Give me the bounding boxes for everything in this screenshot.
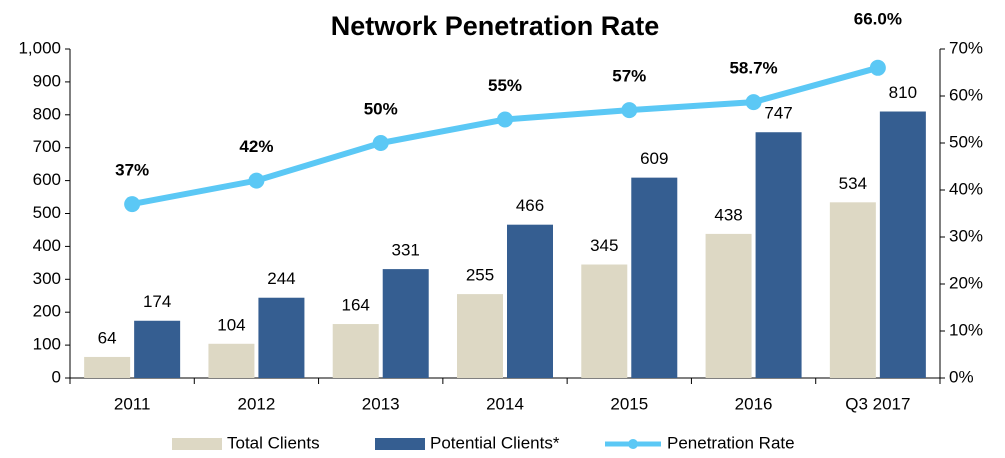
line-label: 42% — [239, 137, 273, 156]
y-tick-label: 900 — [33, 71, 61, 90]
y2-tick-label: 60% — [949, 85, 983, 104]
bar — [258, 297, 305, 378]
y2-tick-label: 20% — [949, 273, 983, 292]
bar — [208, 343, 255, 378]
line-label: 66.0% — [854, 9, 902, 28]
x-tick-label: 2016 — [735, 394, 773, 413]
bar-label: 164 — [342, 296, 370, 315]
y-tick-label: 0 — [52, 367, 61, 386]
x-tick-label: Q3 2017 — [845, 394, 910, 413]
legend-swatch — [628, 439, 638, 449]
legend-label: Potential Clients* — [430, 433, 560, 452]
bar — [879, 111, 926, 378]
bar — [134, 320, 181, 378]
bar-label: 609 — [640, 149, 668, 168]
bar-label: 64 — [98, 328, 117, 347]
bar — [581, 264, 628, 378]
y2-tick-label: 40% — [949, 179, 983, 198]
x-tick-label: 2011 — [114, 394, 151, 413]
bar — [84, 356, 131, 378]
legend-swatch — [375, 438, 425, 450]
x-tick-label: 2012 — [238, 394, 276, 413]
bar — [631, 177, 678, 378]
bar — [382, 269, 429, 378]
line-label: 37% — [115, 161, 149, 180]
line-label: 50% — [364, 99, 398, 118]
bar — [332, 324, 379, 378]
y2-tick-label: 10% — [949, 320, 983, 339]
legend-swatch — [172, 438, 222, 450]
bar-label: 466 — [516, 196, 544, 215]
bar-label: 174 — [143, 292, 171, 311]
bar-label: 331 — [392, 241, 420, 260]
line-label: 57% — [612, 67, 646, 86]
bar — [507, 224, 553, 378]
bar-label: 255 — [466, 266, 494, 285]
y-tick-label: 1,000 — [18, 38, 61, 57]
y-tick-label: 100 — [33, 335, 61, 354]
legend-label: Total Clients — [227, 433, 320, 452]
y2-tick-label: 0% — [949, 367, 974, 386]
bar — [705, 233, 752, 378]
bar — [457, 294, 503, 378]
line-point — [372, 135, 389, 151]
line-label: 55% — [488, 76, 522, 95]
y-tick-label: 300 — [33, 269, 61, 288]
bar — [755, 132, 802, 378]
line-point — [745, 94, 762, 111]
y-tick-label: 500 — [33, 203, 61, 222]
y2-tick-label: 30% — [949, 226, 983, 245]
bar-label: 244 — [267, 269, 295, 288]
line-point — [497, 111, 513, 128]
y-tick-label: 400 — [33, 236, 61, 255]
line-point — [869, 59, 886, 76]
y2-tick-label: 70% — [949, 38, 983, 57]
x-tick-label: 2015 — [610, 394, 648, 413]
legend-label: Penetration Rate — [667, 433, 795, 452]
y-tick-label: 600 — [33, 170, 61, 189]
line-point — [124, 196, 141, 213]
y2-tick-label: 50% — [949, 132, 983, 151]
line-point — [248, 172, 265, 189]
bar-label: 747 — [764, 104, 792, 123]
y-tick-label: 200 — [33, 302, 61, 321]
bar-label: 104 — [217, 315, 245, 334]
bar-label: 534 — [839, 174, 867, 193]
bar-label: 438 — [714, 205, 742, 224]
y-tick-label: 800 — [33, 104, 61, 123]
line-point — [621, 102, 638, 119]
x-tick-label: 2014 — [486, 394, 524, 413]
line-label: 58.7% — [729, 59, 777, 78]
bar-label: 345 — [590, 236, 618, 255]
bar — [829, 202, 876, 378]
y-tick-label: 700 — [33, 137, 61, 156]
x-tick-label: 2013 — [362, 394, 400, 413]
bar-label: 810 — [889, 83, 917, 102]
chart-title: Network Penetration Rate — [331, 11, 660, 41]
